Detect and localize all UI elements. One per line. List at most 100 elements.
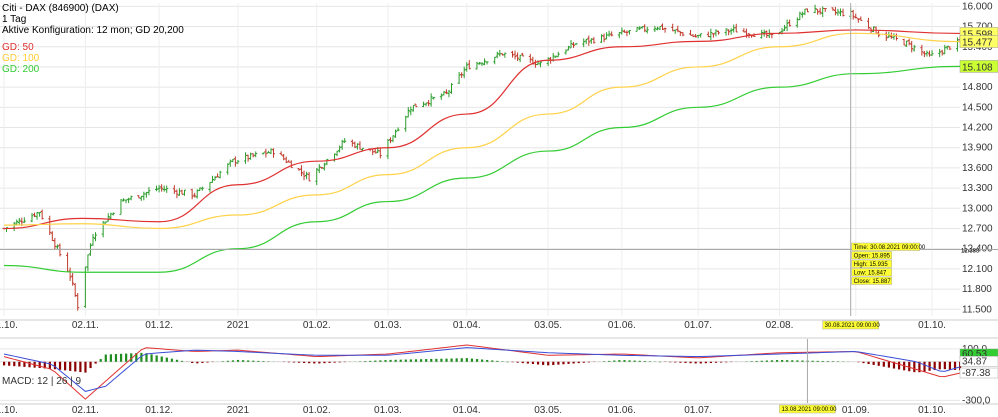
macd-histogram-bar — [318, 361, 321, 364]
macd-histogram-bar — [918, 361, 921, 373]
macd-histogram-bar — [8, 361, 11, 366]
macd-histogram-bar — [562, 361, 565, 365]
macd-histogram-bar — [79, 361, 82, 373]
macd-value-tag: -87.38 — [962, 368, 991, 379]
macd-histogram-bar — [292, 361, 296, 363]
macd-histogram-bar — [689, 361, 692, 364]
macd-histogram-bar — [252, 360, 255, 362]
crosshair-date-bg — [822, 320, 879, 330]
x-tick-label: 01.12. — [145, 320, 173, 331]
chart-config: Aktive Konfiguration: 12 mon; GD 20,200 — [2, 25, 184, 36]
macd-histogram-bar — [43, 361, 46, 369]
macd-histogram-bar — [831, 361, 835, 362]
macd-histogram-bar — [516, 361, 519, 363]
macd-histogram-bar — [613, 360, 616, 362]
macd-histogram-bar — [247, 360, 250, 362]
macd-histogram-bar — [135, 353, 138, 362]
macd-histogram-bar — [201, 361, 204, 363]
macd-histogram-bar — [531, 361, 535, 365]
tooltip-bg — [851, 259, 892, 268]
macd-histogram-bar — [475, 359, 479, 362]
macd-histogram-bar — [160, 356, 163, 362]
macd-value-tag: 60.53 — [962, 349, 987, 360]
macd-histogram-bar — [913, 361, 916, 373]
macd-histogram-bar — [303, 361, 306, 363]
macd-histogram-bar — [633, 360, 636, 362]
macd-histogram-bar — [775, 360, 779, 362]
macd-histogram-bar — [887, 361, 891, 368]
macd-histogram-bar — [155, 355, 158, 362]
macd-histogram-bar — [643, 361, 646, 362]
macd-histogram-bar — [89, 361, 92, 369]
macd-histogram-bar — [287, 361, 290, 363]
macd-x-tick-label: 02.11. — [72, 405, 99, 416]
macd-histogram-bar — [399, 359, 402, 362]
moving-averages — [3, 29, 961, 273]
legend-gd100: GD: 100 — [2, 53, 40, 64]
price-tag-gd200-bg — [959, 60, 998, 73]
macd-histogram-bar — [226, 360, 229, 362]
macd-histogram-bar — [145, 353, 148, 362]
macd-histogram-bar — [608, 360, 611, 362]
tooltip-bg — [851, 268, 892, 277]
macd-histogram-bar — [725, 361, 728, 363]
ohlc-bars — [2, 4, 962, 311]
macd-panel — [3, 344, 962, 400]
macd-tick-label: -300,0 — [962, 395, 991, 406]
macd-x-tick-label: 01.10. — [0, 405, 18, 416]
price-background — [0, 0, 998, 320]
macd-histogram-bar — [943, 361, 946, 370]
x-tick-label: 01.07. — [684, 320, 712, 331]
price-tag-last-bg — [959, 35, 998, 48]
macd-histogram-bar — [923, 361, 926, 372]
macd-histogram-bar — [379, 360, 382, 362]
chart-title: Citi - DAX (846900) (DAX) — [2, 3, 119, 14]
macd-histogram-bar — [948, 361, 952, 370]
macd-histogram-bar — [618, 360, 621, 362]
macd-histogram-bar — [440, 358, 443, 362]
macd-x-tick-label: 01.07. — [684, 405, 712, 416]
legend-gd50: GD: 50 — [2, 42, 34, 53]
macd-histogram-bar — [587, 361, 590, 363]
macd-histogram-bar — [109, 354, 112, 362]
macd-x-tick-label: 01.12. — [145, 405, 173, 416]
macd-histogram-bar — [953, 361, 957, 370]
macd-histogram-bar — [419, 359, 423, 362]
price-tick-label: 14.200 — [962, 123, 993, 134]
x-tick-label: 01.06. — [608, 320, 636, 331]
x-tick-label: 01.02. — [303, 320, 331, 331]
macd-histogram-bar — [897, 361, 901, 370]
price-tick-label: 14.800 — [962, 82, 993, 93]
macd-histogram-bar — [684, 361, 687, 363]
macd-histogram-bar — [74, 361, 77, 372]
macd-histogram-bar — [94, 361, 97, 364]
price-tick-label: 13.300 — [962, 183, 993, 194]
macd-histogram-bar — [297, 361, 301, 363]
price-tick-label: 13.000 — [962, 203, 993, 214]
macd-histogram-bar — [882, 361, 885, 367]
macd-histogram-bar — [165, 357, 168, 362]
tooltip-bg — [851, 251, 892, 260]
macd-histogram-bar — [679, 361, 682, 363]
macd-histogram-bar — [364, 361, 367, 362]
macd-histogram-bar — [801, 360, 804, 362]
macd-histogram-bar — [694, 361, 697, 364]
macd-histogram-bar — [338, 361, 341, 363]
macd-histogram-bar — [175, 359, 179, 362]
x-tick-label: 01.03. — [374, 320, 402, 331]
macd-histogram-bar — [928, 361, 931, 371]
macd-histogram-bar — [933, 361, 936, 371]
macd-histogram-bar — [221, 361, 224, 362]
macd-histogram-bar — [755, 360, 758, 362]
macd-histogram-bar — [796, 360, 799, 362]
legend-gd200: GD: 200 — [2, 64, 40, 75]
macd-histogram-bar — [130, 353, 133, 362]
price-grid — [0, 0, 998, 405]
price-tick-label: 13.900 — [962, 143, 993, 154]
macd-histogram-bar — [536, 361, 540, 365]
tooltip-bg — [851, 276, 892, 285]
macd-value-tag-bg — [959, 356, 998, 367]
macd-histogram-bar — [867, 361, 870, 365]
